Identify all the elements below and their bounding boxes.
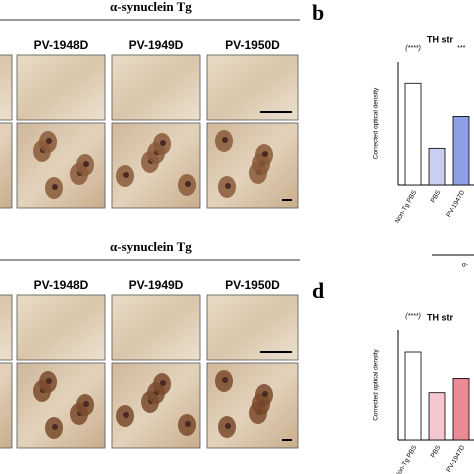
column-label: PV-1948D: [34, 278, 89, 292]
nucleus: [185, 181, 191, 187]
nucleus: [225, 183, 231, 189]
x-tick-label: PV-1947D: [445, 189, 466, 218]
micrograph-low: [0, 294, 13, 361]
bar: [404, 351, 422, 441]
nucleus: [46, 378, 52, 384]
column-label: PV-1949D: [129, 278, 184, 292]
chart-title: TH str: [427, 312, 454, 322]
nucleus: [222, 137, 228, 143]
y-axis-label: Corrected optical density: [373, 87, 380, 159]
nucleus: [222, 377, 228, 383]
y-axis-label: Corrected optical density: [373, 348, 380, 420]
x-tick-label: Non-Tg PBS: [394, 189, 419, 225]
column-label: PV-1949D: [129, 38, 184, 52]
nucleus: [123, 172, 129, 178]
nucleus: [46, 138, 52, 144]
nucleus: [123, 412, 129, 418]
column-label: PV-1950D: [225, 38, 280, 52]
x-tick-label: Non-Tg PBS: [394, 444, 419, 474]
micrograph-high: [0, 362, 13, 449]
nucleus: [262, 151, 268, 157]
bar: [404, 82, 422, 186]
column-label: PV-1948D: [34, 38, 89, 52]
group-label: α-: [462, 262, 468, 269]
significance: (****): [405, 45, 421, 52]
nucleus: [225, 423, 231, 429]
micrograph-low: [16, 294, 106, 361]
bar: [452, 116, 470, 186]
nucleus: [83, 161, 89, 167]
nucleus: [52, 424, 58, 430]
panel-header: α-synuclein Tg: [110, 0, 192, 14]
x-tick-label: PV-1947D: [445, 444, 466, 473]
micrograph-low: [111, 294, 201, 361]
micrograph-low: [206, 294, 299, 361]
nucleus: [185, 421, 191, 427]
bar: [428, 147, 446, 186]
significance: ***: [457, 45, 465, 52]
nucleus: [262, 391, 268, 397]
nucleus: [160, 380, 166, 386]
nucleus: [52, 184, 58, 190]
significance: (****): [405, 313, 421, 320]
bar: [428, 392, 446, 441]
micrograph-low: [0, 54, 13, 121]
nucleus: [83, 401, 89, 407]
x-tick-label: PBS: [430, 444, 443, 459]
micrograph-low: [206, 54, 299, 121]
panel-letter: b: [312, 0, 324, 25]
panel-header: α-synuclein Tg: [110, 239, 192, 254]
chart-title: TH str: [427, 34, 454, 44]
nucleus: [160, 140, 166, 146]
bar: [452, 377, 470, 441]
column-label: PV-1950D: [225, 278, 280, 292]
panel-letter: d: [312, 278, 324, 303]
micrograph-low: [16, 54, 106, 121]
micrograph-low: [111, 54, 201, 121]
x-tick-label: PBS: [430, 189, 443, 204]
micrograph-high: [0, 122, 13, 209]
